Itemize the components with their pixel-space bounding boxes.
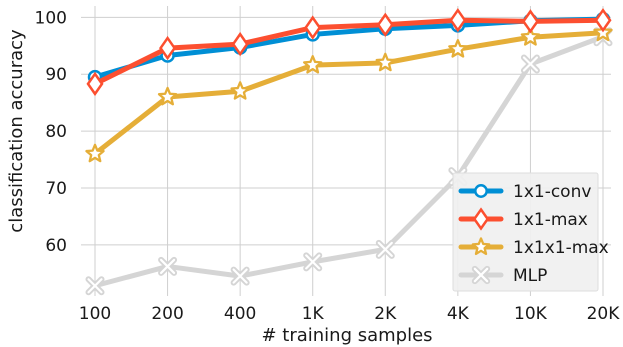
data-point-1x1-max bbox=[231, 31, 249, 57]
data-point-mlp bbox=[520, 54, 540, 74]
x-tick-label: 10K bbox=[514, 304, 548, 324]
data-point-1x1-max bbox=[159, 35, 177, 61]
legend-label: MLP bbox=[513, 266, 547, 286]
series-line-1x1-max bbox=[92, 17, 606, 87]
series-1x1-max bbox=[86, 8, 612, 97]
data-point-mlp bbox=[85, 276, 105, 296]
series-line-1x1x1-max bbox=[92, 30, 606, 157]
x-tick-label: 20K bbox=[587, 304, 621, 324]
legend-item: 1x1-max bbox=[458, 207, 588, 231]
x-tick-label: 100 bbox=[79, 304, 111, 324]
x-tick-label: 1K bbox=[302, 304, 325, 324]
legend-item: 1x1x1-max bbox=[458, 237, 609, 258]
x-tick-label: 400 bbox=[224, 304, 256, 324]
data-point-1x1-max bbox=[86, 71, 104, 97]
y-tick-label: 60 bbox=[45, 236, 67, 256]
data-point-1x1-max bbox=[594, 8, 612, 33]
data-point-mlp bbox=[230, 266, 250, 286]
data-point-1x1x1-max bbox=[230, 81, 250, 100]
tick-labels: 100 200 400 1K 2K 4K 10K 20K 60 70 80 90 100 bbox=[35, 8, 621, 324]
x-axis-label: # training samples bbox=[261, 325, 432, 346]
legend-label: 1x1x1-max bbox=[513, 238, 609, 258]
y-tick-label: 70 bbox=[45, 179, 67, 199]
y-tick-label: 80 bbox=[45, 122, 67, 142]
series-line-mlp bbox=[92, 34, 606, 289]
x-tick-label: 200 bbox=[151, 304, 183, 324]
y-tick-label: 90 bbox=[45, 65, 67, 85]
data-point-mlp bbox=[158, 256, 178, 276]
data-point-1x1-max bbox=[521, 9, 539, 34]
legend: 1x1-conv 1x1-max 1x1x1-max MLP bbox=[452, 172, 609, 292]
data-point-1x1-max bbox=[449, 8, 467, 33]
legend-label: 1x1-max bbox=[513, 210, 588, 230]
x-tick-label: 4K bbox=[447, 304, 470, 324]
legend-box bbox=[452, 172, 599, 292]
data-point-1x1x1-max bbox=[448, 39, 468, 58]
data-point-1x1x1-max bbox=[375, 52, 396, 72]
data-point-1x1x1-max bbox=[520, 27, 541, 46]
legend-item: 1x1-conv bbox=[458, 182, 591, 202]
legend-item: MLP bbox=[458, 265, 547, 286]
x-tick-label: 2K bbox=[374, 304, 397, 324]
legend-label: 1x1-conv bbox=[513, 182, 591, 202]
data-point-1x1-max bbox=[376, 12, 394, 37]
y-axis-label: classification accuracy bbox=[6, 29, 27, 233]
series-layer bbox=[85, 8, 613, 296]
data-point-mlp bbox=[375, 239, 395, 259]
data-point-1x1x1-max bbox=[302, 54, 323, 74]
data-point-1x1-max bbox=[304, 15, 322, 40]
y-tick-label: 100 bbox=[35, 8, 67, 28]
data-point-1x1x1-max bbox=[85, 143, 105, 163]
series-mlp bbox=[85, 27, 613, 296]
data-point-1x1x1-max bbox=[157, 86, 178, 106]
data-point-mlp bbox=[303, 252, 323, 272]
